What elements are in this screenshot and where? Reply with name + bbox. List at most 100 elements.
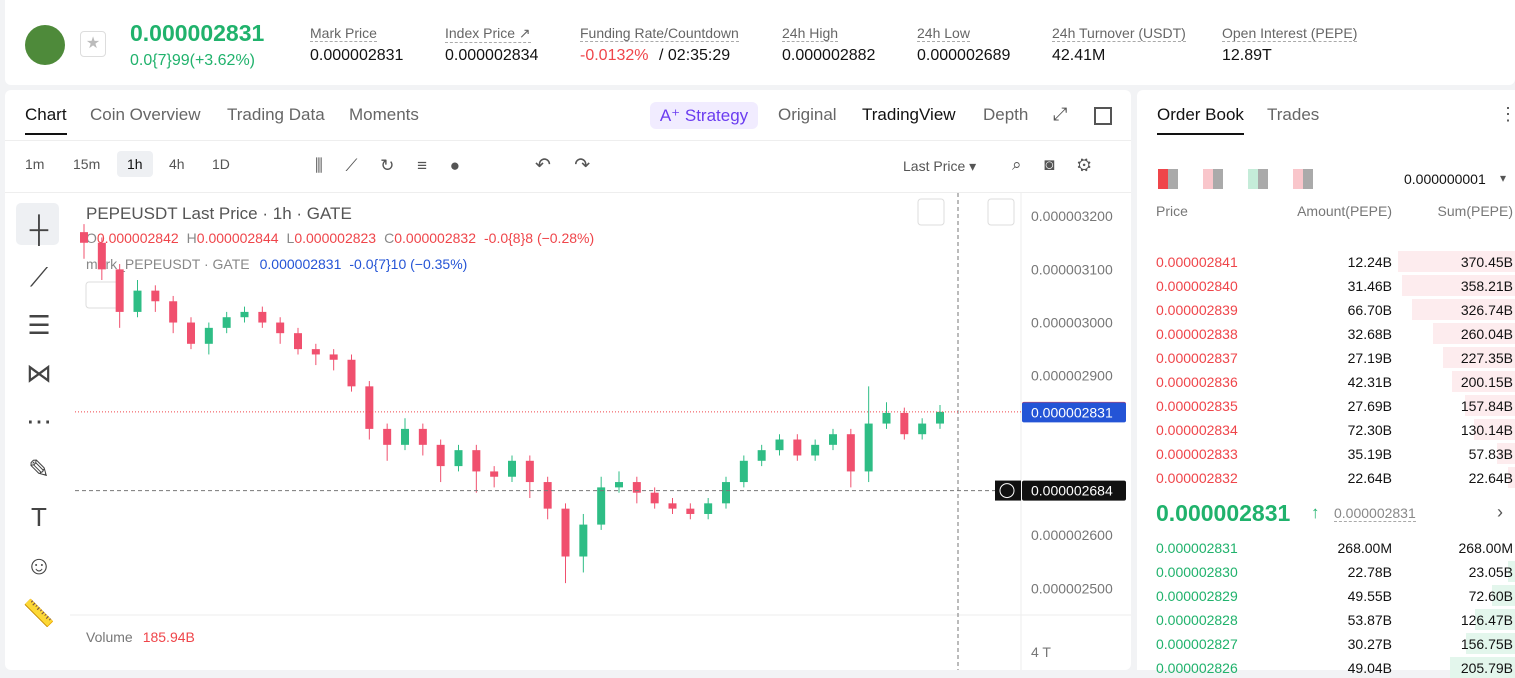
view-tab[interactable]: TradingView — [862, 105, 956, 125]
ob-sum: 358.21B — [1461, 278, 1513, 294]
collapse-button[interactable] — [86, 282, 120, 308]
ob-price: 0.000002832 — [1156, 470, 1238, 486]
candle-body — [312, 349, 320, 354]
ob-column: Amount(PEPE) — [1297, 203, 1392, 219]
ob-price: 0.000002836 — [1156, 374, 1238, 390]
candle-body — [80, 232, 88, 243]
ob-price: 0.000002833 — [1156, 446, 1238, 462]
ob-price: 0.000002831 — [1156, 540, 1238, 556]
candle-body — [437, 445, 445, 466]
ob-mid-more[interactable]: › — [1497, 502, 1503, 523]
ob-sum: 227.35B — [1461, 350, 1513, 366]
stat-value: 12.89T — [1222, 47, 1272, 65]
ob-price: 0.000002835 — [1156, 398, 1238, 414]
ob-mid-arrow: ↑ — [1311, 503, 1320, 523]
candle-body — [294, 333, 302, 349]
ob-price: 0.000002840 — [1156, 278, 1238, 294]
candle-body — [330, 354, 338, 359]
ob-amount: 49.55B — [1348, 588, 1392, 604]
interval[interactable]: 15m — [73, 151, 100, 177]
ob-layout[interactable] — [1248, 169, 1268, 189]
ob-sum: 126.47B — [1461, 612, 1513, 628]
ob-amount: 35.19B — [1348, 446, 1392, 462]
ob-price: 0.000002830 — [1156, 564, 1238, 580]
candle-body — [900, 413, 908, 434]
candle-body — [508, 461, 516, 477]
candle-body — [936, 412, 944, 424]
candle-body — [811, 445, 819, 456]
candle-body — [597, 487, 605, 524]
ob-amount: 32.68B — [1348, 326, 1392, 342]
ob-tab[interactable]: Trades — [1267, 105, 1319, 125]
candle-body — [579, 525, 587, 557]
ob-amount: 30.27B — [1348, 636, 1392, 652]
ob-column: Sum(PEPE) — [1438, 203, 1513, 219]
stat-label: Open Interest (PEPE) — [1222, 25, 1357, 42]
candle-body — [758, 450, 766, 461]
stat-extra: / 02:35:29 — [659, 47, 730, 65]
ob-price: 0.000002841 — [1156, 254, 1238, 270]
ob-sum: 370.45B — [1461, 254, 1513, 270]
stat-label: 24h High — [782, 25, 838, 42]
candle-body — [241, 312, 249, 317]
scroll-button[interactable] — [918, 199, 944, 225]
ob-layout[interactable] — [1158, 169, 1178, 189]
ob-sum: 157.84B — [1461, 398, 1513, 414]
ob-price: 0.000002826 — [1156, 660, 1238, 676]
ob-column: Price — [1156, 203, 1188, 219]
candle-body — [383, 429, 391, 445]
tab[interactable]: Trading Data — [227, 105, 325, 125]
interval[interactable]: 1D — [212, 151, 230, 177]
ob-amount: 31.46B — [1348, 278, 1392, 294]
ob-price: 0.000002828 — [1156, 612, 1238, 628]
crosshair-tag: 0.000002684 — [1031, 483, 1113, 499]
ob-more[interactable]: ⋮ — [1499, 104, 1515, 125]
tab[interactable]: Chart — [25, 105, 67, 135]
ob-amount: 49.04B — [1348, 660, 1392, 676]
ob-amount: 27.19B — [1348, 350, 1392, 366]
view-tab[interactable]: Depth — [983, 105, 1028, 125]
view-tab[interactable]: Original — [778, 105, 837, 125]
y-tick-label: 0.000002900 — [1031, 368, 1113, 384]
candle-body — [365, 386, 373, 429]
screenshot-button[interactable] — [988, 199, 1014, 225]
ob-sum: 23.05B — [1469, 564, 1513, 580]
ob-mid-mark: 0.000002831 — [1334, 505, 1416, 522]
ob-tab[interactable]: Order Book — [1157, 105, 1244, 135]
ohlc-change: -0.0{8}8 (−0.28%) — [484, 230, 594, 246]
candle-body — [419, 429, 427, 445]
interval[interactable]: 1m — [25, 151, 44, 177]
y-tick-label: 0.000003100 — [1031, 261, 1113, 277]
volume-axis-label: 4 T — [1031, 644, 1051, 660]
ob-layout[interactable] — [1293, 169, 1313, 189]
candle-body — [722, 482, 730, 503]
candle-body — [205, 328, 213, 344]
precision-caret[interactable]: ▾ — [1500, 171, 1506, 185]
candle-body — [223, 317, 231, 328]
stat-value: 42.41M — [1052, 47, 1105, 65]
candle-body — [918, 424, 926, 435]
ob-layout[interactable] — [1203, 169, 1223, 189]
interval[interactable]: 1h — [117, 151, 153, 177]
mark-value: 0.000002831 — [260, 256, 342, 272]
tab[interactable]: Coin Overview — [90, 105, 201, 125]
ob-price: 0.000002827 — [1156, 636, 1238, 652]
ohlc-key: C — [384, 230, 394, 246]
interval[interactable]: 4h — [169, 151, 185, 177]
volume-value: 185.94B — [143, 629, 195, 645]
candle-body — [793, 440, 801, 456]
candle-body — [686, 509, 694, 514]
y-tick-label: 0.000002600 — [1031, 527, 1113, 543]
candle-body — [258, 312, 266, 323]
mark-name: mark_PEPEUSDT · GATE — [86, 256, 250, 272]
candle-body — [98, 243, 106, 270]
candle-body — [633, 482, 641, 493]
ob-sum: 156.75B — [1461, 636, 1513, 652]
tab[interactable]: Moments — [349, 105, 419, 125]
stat-value: 0.000002834 — [445, 47, 538, 65]
ob-sum: 268.00M — [1459, 540, 1513, 556]
precision[interactable]: 0.000000001 — [1404, 171, 1486, 187]
stat-value: 0.000002831 — [310, 47, 403, 65]
